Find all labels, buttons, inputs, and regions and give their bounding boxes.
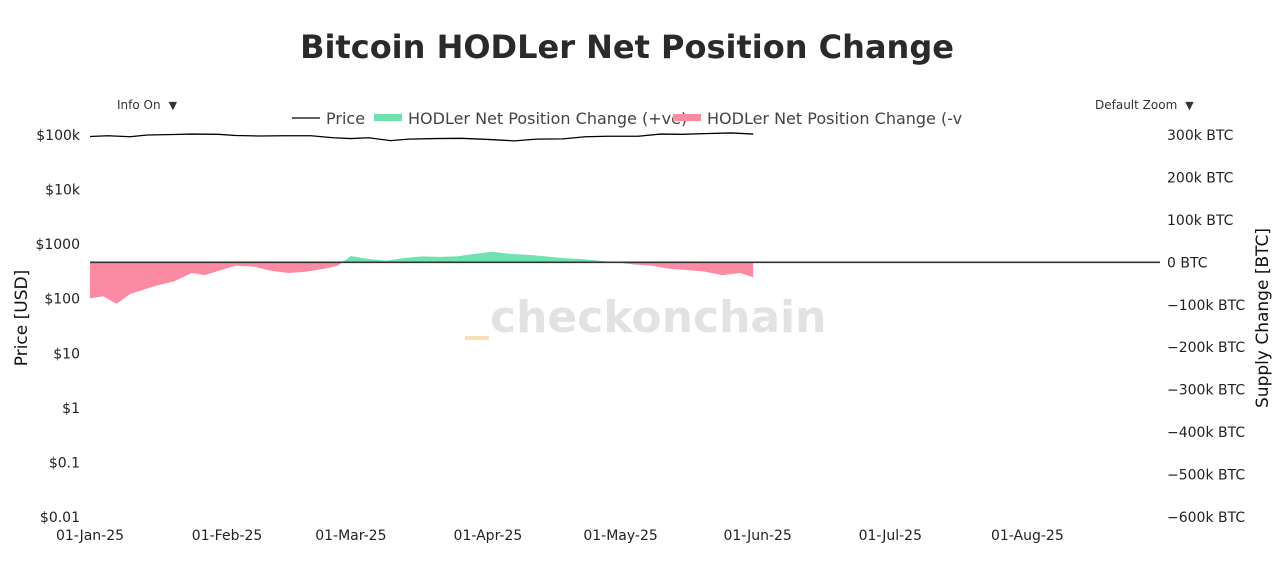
legend-positive-swatch xyxy=(374,114,402,121)
right-tick-label: 200k BTC xyxy=(1167,170,1234,186)
left-tick-label: $10k xyxy=(45,183,81,199)
right-tick-label: 300k BTC xyxy=(1167,128,1234,144)
right-tick-label: −200k BTC xyxy=(1167,340,1245,356)
zoom-dropdown-label: Default Zoom xyxy=(1095,98,1178,112)
right-tick-label: −500k BTC xyxy=(1167,468,1245,484)
x-tick-label: 01-Mar-25 xyxy=(315,528,386,544)
x-tick-label: 01-Aug-25 xyxy=(991,528,1064,544)
left-tick-label: $0.1 xyxy=(49,455,80,471)
x-tick-label: 01-Jan-25 xyxy=(56,528,124,544)
left-tick-label: $0.01 xyxy=(40,510,80,526)
watermark: checkonchain xyxy=(490,292,826,343)
legend-negative-label[interactable]: HODLer Net Position Change (-v xyxy=(707,109,962,128)
left-axis-title: Price [USD] xyxy=(12,270,32,366)
zoom-dropdown[interactable]: Default Zoom ▼ xyxy=(1087,96,1205,116)
right-tick-label: 100k BTC xyxy=(1167,213,1234,229)
dropdown-arrow-icon: ▼ xyxy=(1185,99,1194,112)
x-axis-ticks: 01-Jan-25 01-Feb-25 01-Mar-25 01-Apr-25 01-M… xyxy=(56,528,1064,544)
dropdown-arrow-icon: ▼ xyxy=(168,99,178,112)
right-tick-label: −300k BTC xyxy=(1167,383,1245,399)
info-dropdown-label: Info On xyxy=(117,98,161,112)
x-tick-label: 01-Apr-25 xyxy=(454,528,523,544)
left-tick-label: $10 xyxy=(53,346,80,362)
legend-price-label[interactable]: Price xyxy=(326,109,365,128)
right-axis-title: Supply Change [BTC] xyxy=(1253,228,1273,408)
x-tick-label: 01-Jul-25 xyxy=(859,528,922,544)
negative-area xyxy=(90,262,754,304)
left-tick-label: $100 xyxy=(44,292,80,308)
info-toggle-dropdown[interactable]: Info On ▼ xyxy=(109,96,187,116)
right-tick-label: −100k BTC xyxy=(1167,298,1245,314)
x-tick-label: 01-Feb-25 xyxy=(192,528,263,544)
right-tick-label: −400k BTC xyxy=(1167,425,1245,441)
watermark-logo-mark xyxy=(465,336,489,340)
left-axis-ticks: $0.01 $0.1 $1 $10 $100 $1000 $10k $100k xyxy=(35,128,80,526)
legend: Price HODLer Net Position Change (+ve) H… xyxy=(292,109,962,128)
left-tick-label: $1 xyxy=(62,401,80,417)
x-tick-label: 01-Jun-25 xyxy=(723,528,791,544)
price-line xyxy=(89,132,754,142)
chart-title: Bitcoin HODLer Net Position Change xyxy=(300,28,954,66)
area-layer xyxy=(90,251,754,304)
right-tick-label: 0 BTC xyxy=(1167,255,1208,271)
right-tick-label: −600k BTC xyxy=(1167,510,1245,526)
left-tick-label: $100k xyxy=(36,128,81,144)
left-tick-label: $1000 xyxy=(35,237,80,253)
right-axis-ticks: 300k BTC 200k BTC 100k BTC 0 BTC −100k BTC −2… xyxy=(1167,128,1245,526)
legend-positive-label[interactable]: HODLer Net Position Change (+ve) xyxy=(408,109,687,128)
legend-negative-swatch xyxy=(673,114,701,121)
x-tick-label: 01-May-25 xyxy=(583,528,657,544)
positive-area xyxy=(90,251,754,263)
